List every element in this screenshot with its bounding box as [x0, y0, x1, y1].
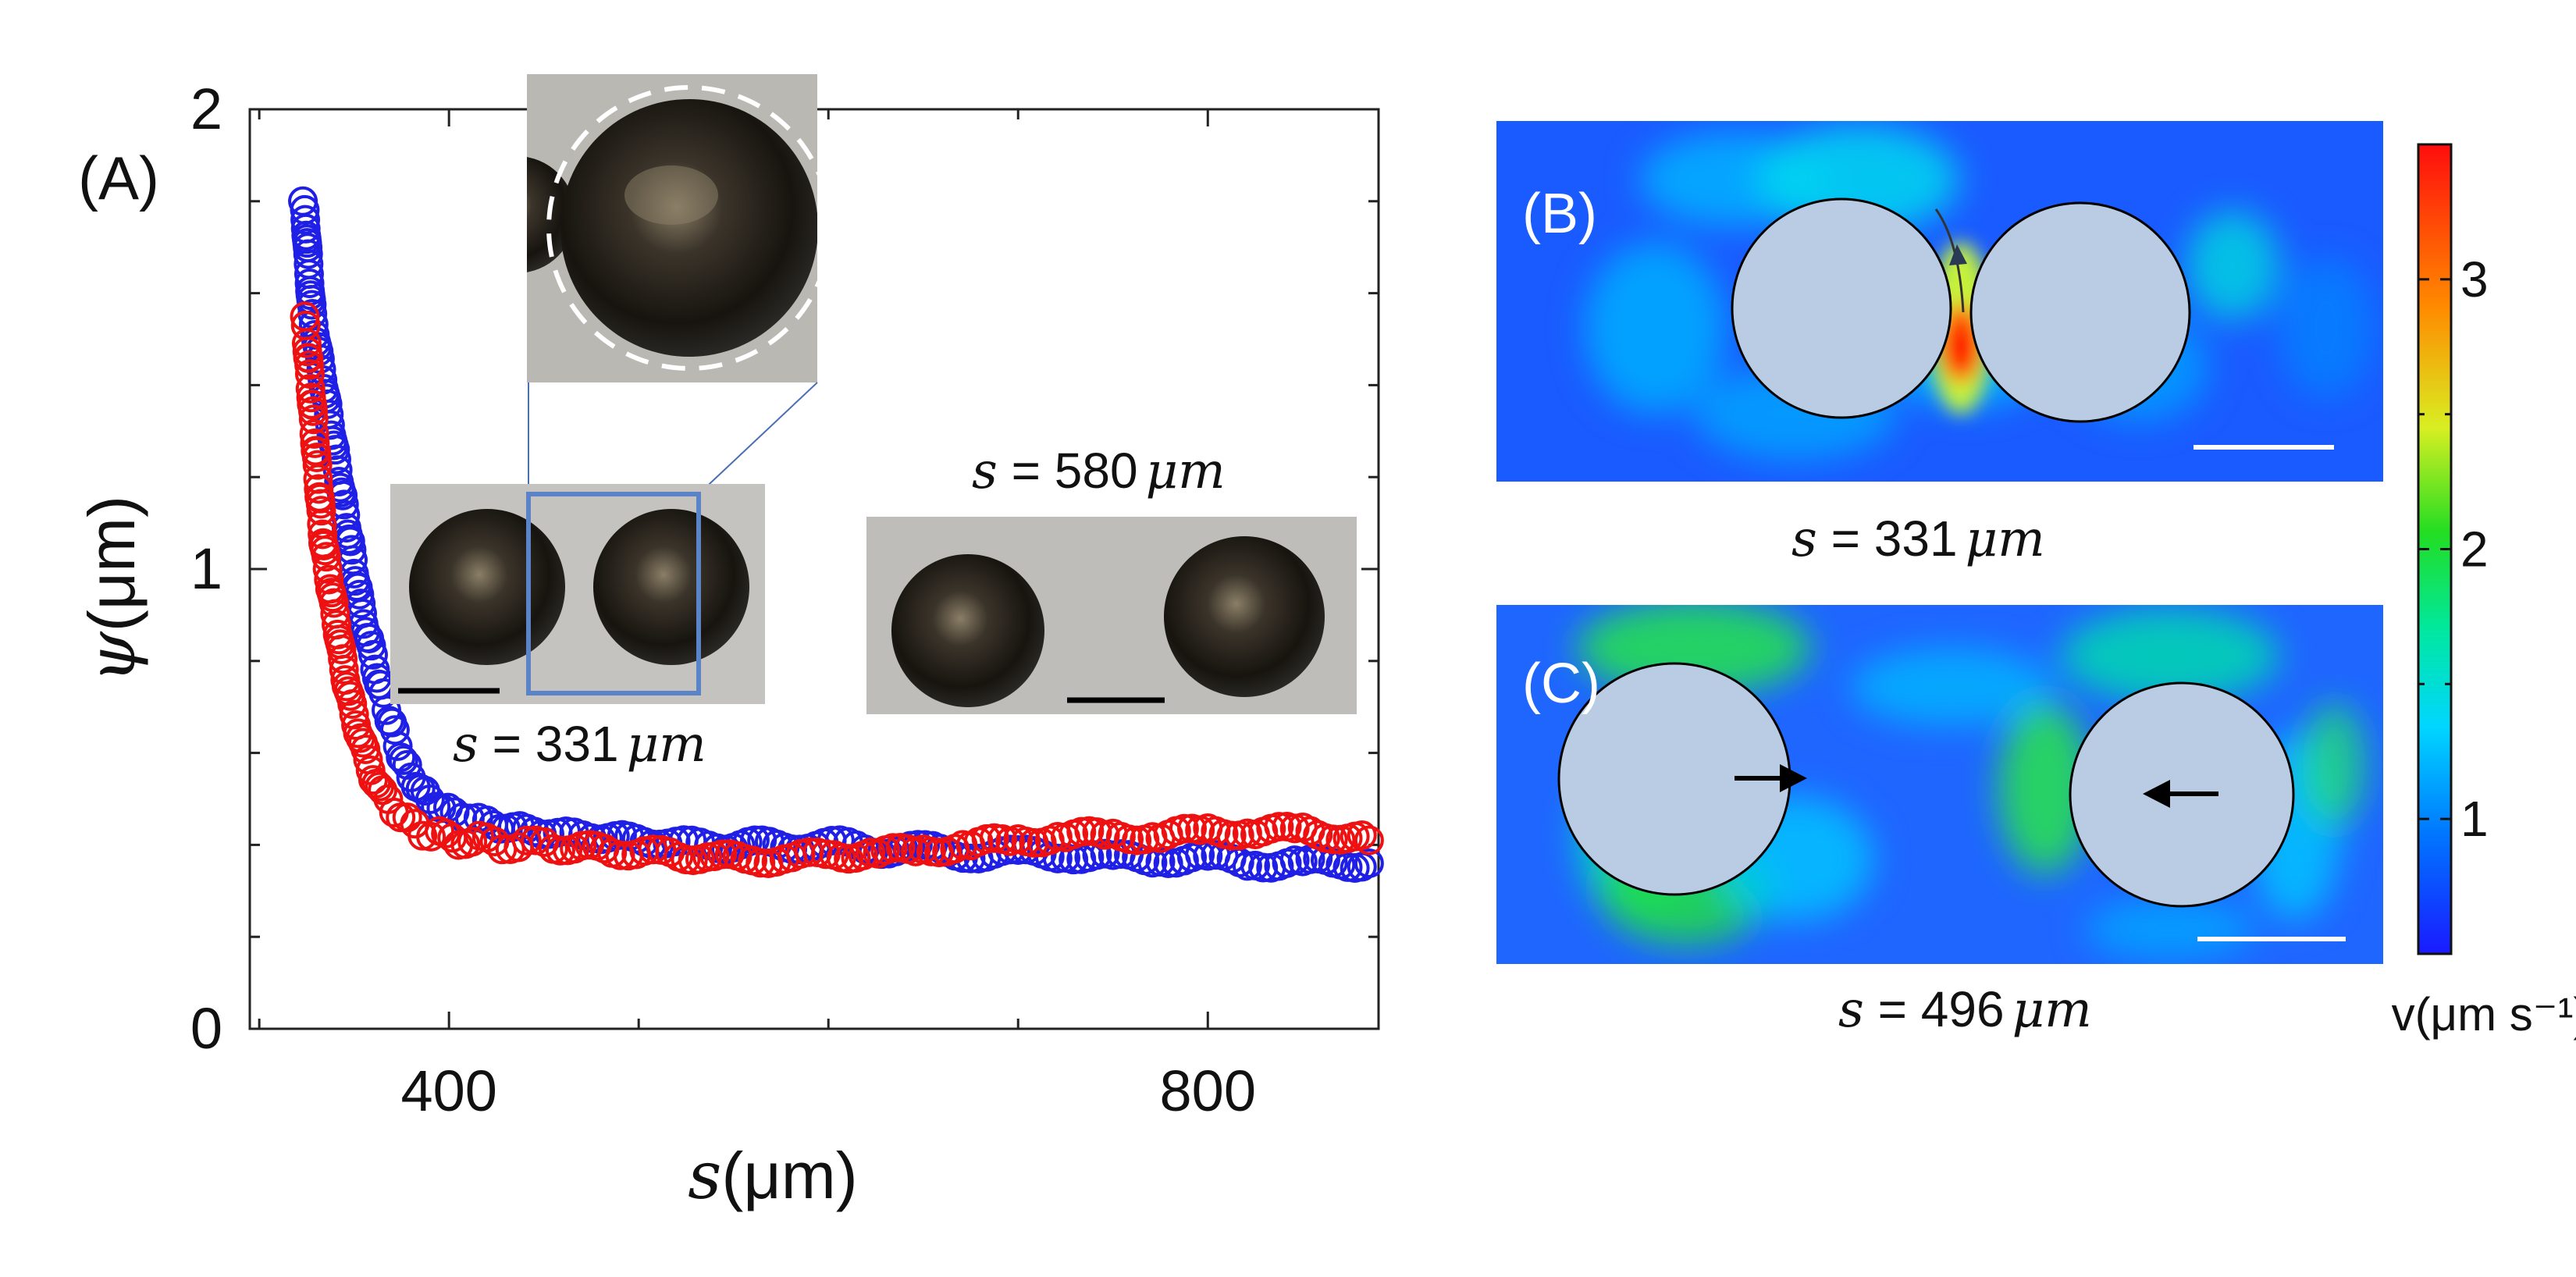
- panel-a-label: (A): [78, 144, 159, 212]
- colorbar-tick-label: 2: [2460, 521, 2489, 578]
- data-point: [745, 848, 776, 878]
- data-point: [1248, 852, 1279, 883]
- colorbar: 1 2 3 v(μm s⁻¹): [2392, 143, 2576, 1040]
- data-point: [294, 359, 325, 390]
- panel-c-label: (C): [1522, 653, 1600, 715]
- data-point: [457, 827, 488, 857]
- data-point: [306, 496, 336, 526]
- y-axis-unit: (μm): [75, 496, 148, 631]
- panel-a: 012 400 800 (A) ψ(μm) s(μm): [73, 74, 1384, 1214]
- colorbar-label: v(μm s⁻¹): [2392, 988, 2576, 1040]
- data-point: [739, 825, 770, 855]
- data-point: [308, 519, 338, 550]
- arrowhead: [2143, 780, 2170, 808]
- y-axis-var: ψ: [73, 631, 150, 683]
- data-point: [407, 820, 438, 851]
- colorbar-tick-label: 3: [2460, 251, 2489, 308]
- panel-c-caption: s = 496 μm: [1838, 981, 2092, 1039]
- x-ticks: 400 800: [258, 109, 1256, 1123]
- data-point: [326, 634, 357, 664]
- data-point: [877, 833, 908, 863]
- y-ticks: 0 1 2: [190, 76, 1379, 1061]
- arrowhead: [1780, 764, 1807, 792]
- y-tick-label: 2: [190, 76, 222, 141]
- data-point: [511, 825, 542, 855]
- data-point: [1169, 813, 1199, 844]
- data-point: [291, 328, 322, 358]
- colorbar-ticks: 1 2 3: [2418, 143, 2489, 955]
- data-point: [707, 839, 738, 870]
- data-point: [1347, 820, 1377, 851]
- arrowhead: [1949, 244, 1967, 265]
- data-points: [288, 186, 1384, 883]
- data-point: [1216, 820, 1247, 851]
- y-tick-label: 1: [190, 536, 222, 601]
- data-point: [1318, 824, 1348, 855]
- data-point: [299, 418, 329, 449]
- zoom-inset-photo: [527, 74, 817, 382]
- data-point: [298, 404, 329, 435]
- data-point: [337, 688, 368, 719]
- data-point: [312, 553, 343, 584]
- zoom-box: [526, 492, 701, 695]
- inset-photo-580: [866, 517, 1357, 714]
- data-point: [295, 373, 326, 404]
- data-point: [298, 396, 329, 426]
- data-point: [320, 435, 350, 465]
- x-tick-label: 800: [1160, 1058, 1256, 1123]
- panel-b-caption: s = 331 μm: [1791, 510, 2045, 568]
- x-axis-label: s(μm): [688, 1137, 857, 1214]
- x-axis-var: s: [688, 1137, 721, 1214]
- panel-b: (B) s = 331 μm: [1496, 121, 2383, 568]
- data-point: [304, 474, 334, 504]
- inset-left-caption: s = 331 μm: [453, 716, 706, 774]
- data-point: [1354, 825, 1384, 855]
- data-point: [302, 450, 333, 480]
- data-point: [1232, 851, 1262, 881]
- data-point: [318, 588, 349, 618]
- data-point: [1264, 812, 1294, 842]
- particle-right: [1969, 201, 2191, 423]
- data-point: [1354, 848, 1384, 878]
- panel-b-label: (B): [1522, 183, 1597, 245]
- data-point: [810, 839, 841, 870]
- data-point: [321, 444, 351, 475]
- data-point: [358, 639, 388, 670]
- data-point: [392, 802, 422, 833]
- data-point: [388, 745, 418, 775]
- panel-c: (C) s = 496 μm: [1496, 605, 2383, 1039]
- data-point: [294, 350, 325, 380]
- data-point: [314, 564, 344, 595]
- x-axis-unit: (μm): [721, 1139, 857, 1212]
- y-axis-label: ψ(μm): [73, 496, 150, 683]
- x-tick-label: 400: [400, 1058, 496, 1123]
- data-point: [382, 731, 413, 761]
- inset-photo-331: [390, 484, 765, 704]
- data-point: [379, 715, 410, 745]
- data-point: [1042, 821, 1073, 852]
- y-tick-label: 0: [190, 996, 222, 1061]
- data-point: [358, 765, 388, 795]
- data-point: [294, 268, 325, 298]
- particle-left: [1731, 197, 1952, 419]
- inset-right-caption: s = 580 μm: [972, 443, 1226, 500]
- data-point: [311, 542, 342, 572]
- data-point: [416, 821, 447, 852]
- data-point: [1042, 843, 1073, 873]
- colorbar-tick-label: 1: [2460, 791, 2489, 847]
- data-point: [350, 734, 381, 764]
- data-point: [293, 239, 323, 269]
